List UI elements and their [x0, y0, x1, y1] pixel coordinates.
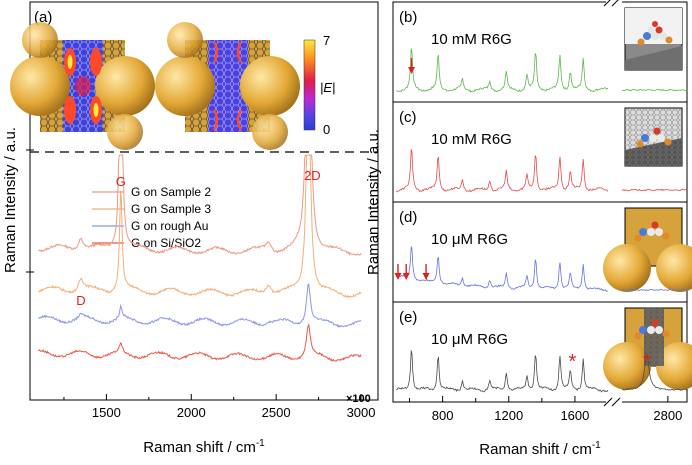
peak-labels-a: D G 2D [76, 168, 320, 308]
arrow-head [408, 67, 416, 74]
concentration-label: 10 μM R6G [431, 231, 508, 248]
panel-label: (d) [399, 209, 417, 226]
panel-label: (e) [399, 309, 417, 326]
spectrum-line-a [38, 154, 362, 299]
field-map-inset-right [155, 22, 300, 150]
legend-label: G on Sample 3 [131, 202, 211, 216]
legend-label: G on Si/SiO2 [131, 236, 201, 250]
spectrum-line-2d [621, 188, 688, 192]
field-map-inset-left [10, 22, 155, 150]
arrow-head [394, 273, 402, 280]
colorbar-title: |E| [320, 80, 335, 95]
legend-label: G on Sample 2 [131, 185, 211, 199]
y-axis-title-right: Raman Intensity / a.u. [365, 129, 382, 275]
panel-a: (a) [2, 1, 379, 456]
spectra-a [38, 154, 362, 362]
inset-c [624, 107, 683, 167]
colorbar-max-label: 7 [323, 33, 330, 48]
panel-b: (b) 10 mM R6G [396, 9, 688, 93]
panel-d: (d) 10 μM R6G [394, 209, 688, 292]
x-axis-a: 1500 2000 2500 3000 [63, 394, 376, 420]
spectrum-line [396, 350, 609, 393]
spectrum-line-2d [621, 288, 688, 292]
spectrum-line [395, 149, 609, 193]
panel-right: (b) 10 mM R6G (c) 10 mM R6G (d) 10 μM R6G (e) 1… [365, 0, 692, 458]
colorbar: 7 |E| 0 [303, 33, 335, 137]
inset-e [603, 307, 692, 390]
spectrum-line-2d [621, 88, 688, 92]
spectrum-line [396, 246, 608, 292]
arrow-head [422, 273, 430, 280]
axis-break-marks [603, 0, 622, 407]
peak-label: G [116, 174, 126, 189]
peak-label: D [76, 293, 85, 308]
x-tick-label-right: 1600 [560, 408, 589, 423]
legend-a: G on Sample 2 G on Sample 3 G on rough Au G… [92, 185, 211, 250]
inset-b [624, 7, 683, 71]
spectrum-line-2d [621, 353, 688, 391]
panel-label: (c) [399, 109, 417, 126]
star-mark: * [643, 351, 651, 373]
panel-e: (e) 10 μM R6G * * [396, 309, 688, 393]
spectra-right: (b) 10 mM R6G (c) 10 mM R6G (d) 10 μM R6G (e) 1… [394, 9, 688, 393]
star-mark: * [569, 351, 577, 373]
x-tick-label-right: 1200 [494, 408, 523, 423]
colorbar-gradient [303, 39, 316, 131]
x-tick-label-right: 800 [432, 408, 454, 423]
panel-c: (c) 10 mM R6G [395, 109, 688, 193]
concentration-label: 10 μM R6G [431, 331, 508, 348]
arrow-head [402, 273, 410, 280]
y-axis-title-a: Raman Intensity / a.u. [2, 127, 19, 273]
scale-note: ×100 [346, 393, 371, 405]
spectrum-line-a [38, 323, 362, 362]
x-axis-title-a: Raman shift / cm-1 [143, 438, 265, 456]
colorbar-min-label: 0 [323, 122, 330, 137]
x-tick-label-a: 2000 [177, 405, 206, 420]
panel-a-frame [29, 1, 379, 401]
panel-label: (b) [399, 9, 417, 26]
inset-d [603, 207, 692, 292]
x-tick-label-a: 1500 [92, 405, 121, 420]
x-tick-label-a: 2500 [262, 405, 291, 420]
x-axis-title-right: Raman shift / cm-1 [479, 440, 601, 458]
spectrum-line [396, 48, 609, 93]
peak-label: 2D [304, 168, 321, 183]
x-axis-right: 800 1200 1600 2800 [409, 396, 682, 423]
panel-a-label: (a) [34, 9, 52, 26]
x-tick-label-right: 2800 [653, 408, 682, 423]
legend-label: G on rough Au [131, 219, 208, 233]
concentration-label: 10 mM R6G [431, 131, 512, 148]
spectrum-line-a [38, 283, 362, 328]
x-tick-label-a: 3000 [347, 405, 376, 420]
concentration-label: 10 mM R6G [431, 31, 512, 48]
